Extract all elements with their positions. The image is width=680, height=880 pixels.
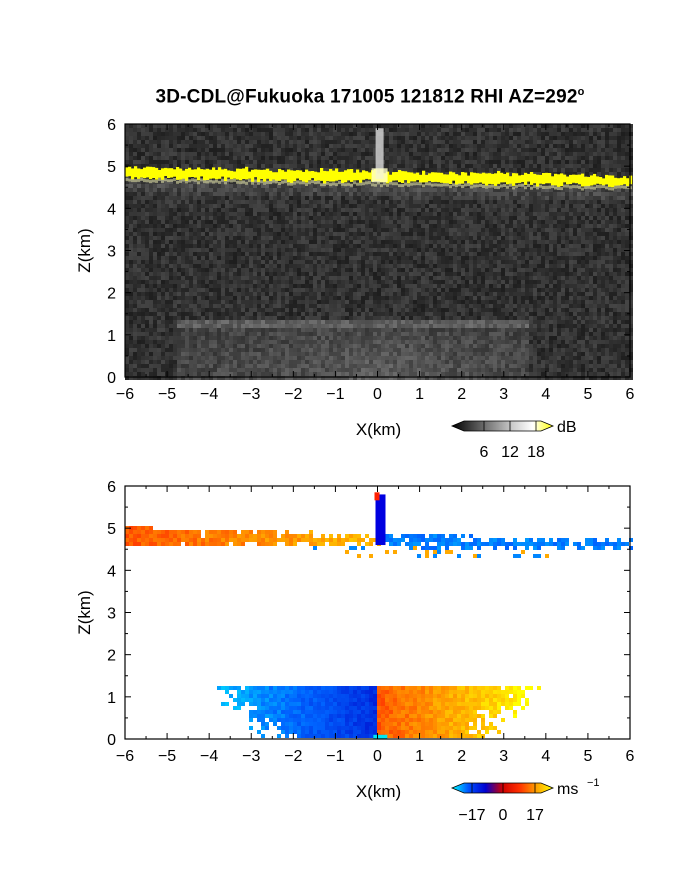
top-xtick-label: −1: [326, 386, 344, 403]
top-bright-layer: [125, 166, 633, 191]
top-xtick-label: −2: [284, 386, 302, 403]
bottom-spike-tip: [374, 492, 380, 501]
bottom-xtick-label: −4: [200, 748, 218, 765]
top-ytick-label: 1: [107, 328, 116, 345]
bottom-xtick-label: 3: [499, 748, 508, 765]
bottom-xtick-label: −5: [158, 748, 176, 765]
top-ytick-label: 4: [107, 201, 116, 218]
bottom-xtick-label: −3: [242, 748, 260, 765]
top-xtick-label: 6: [626, 386, 635, 403]
bottom-ytick-label: 0: [107, 732, 116, 749]
bottom-xtick-label: −2: [284, 748, 302, 765]
top-ylabel: Z(km): [75, 228, 94, 272]
top-ytick-label: 0: [107, 370, 116, 387]
top-xtick-label: −4: [200, 386, 218, 403]
top-xtick-label: 2: [457, 386, 466, 403]
bottom-ytick-label: 4: [107, 563, 116, 580]
bottom-xtick-label: −6: [116, 748, 134, 765]
bottom-surface-cyan: [373, 734, 388, 739]
bottom-xtick-label: 5: [583, 748, 592, 765]
bottom-ytick-label: 1: [107, 690, 116, 707]
top-xtick-label: 1: [415, 386, 424, 403]
bottom-frame: [124, 485, 631, 740]
bottom-colorbar-tick-label: 0: [499, 807, 508, 824]
bottom-colorbar-unit: ms: [557, 781, 578, 798]
bottom-xtick-label: 0: [373, 748, 382, 765]
bottom-xtick-label: 1: [415, 748, 424, 765]
top-ytick-label: 2: [107, 286, 116, 303]
top-xlabel: X(km): [356, 420, 401, 439]
bottom-colorbar-tick-label: −17: [458, 807, 485, 824]
top-xtick-label: 5: [583, 386, 592, 403]
top-spike-core: [371, 168, 388, 183]
top-frame: [124, 123, 631, 378]
top-xtick-label: 0: [373, 386, 382, 403]
bottom-spike: [375, 494, 386, 546]
bottom-ytick-label: 5: [107, 521, 116, 538]
top-background: [125, 124, 630, 377]
chart-title: 3D-CDL@Fukuoka 171005 121812 RHI AZ=292o: [155, 86, 585, 108]
bottom-ylabel: Z(km): [75, 590, 94, 634]
bottom-xtick-label: 2: [457, 748, 466, 765]
top-xtick-label: 4: [541, 386, 550, 403]
bottom-colorbar-tick-label: 17: [526, 807, 544, 824]
top-ytick-label: 3: [107, 244, 116, 261]
top-xtick-label: −6: [116, 386, 134, 403]
top-ytick-label: 6: [107, 117, 116, 134]
top-xtick-label: 3: [499, 386, 508, 403]
bottom-colorbar: [450, 782, 555, 794]
top-colorbar-tick-label: 6: [480, 444, 489, 461]
bottom-ytick-label: 6: [107, 479, 116, 496]
top-bright-spike: [375, 128, 384, 179]
top-colorbar-unit: dB: [557, 419, 577, 436]
top-noise-field: [125, 124, 633, 380]
bottom-velocity-field: [125, 526, 633, 738]
bottom-xtick-label: −1: [326, 748, 344, 765]
top-colorbar-tick-label: 18: [527, 444, 545, 461]
bottom-ytick-label: 2: [107, 648, 116, 665]
bottom-xtick-label: 6: [626, 748, 635, 765]
bottom-colorbar-unit-sup: −1: [587, 777, 600, 789]
top-colorbar-tick-label: 12: [501, 444, 519, 461]
bottom-xlabel: X(km): [356, 782, 401, 801]
top-xtick-label: −3: [242, 386, 260, 403]
top-colorbar: [450, 420, 555, 432]
top-xtick-label: −5: [158, 386, 176, 403]
bottom-xtick-label: 4: [541, 748, 550, 765]
top-ytick-label: 5: [107, 159, 116, 176]
bottom-ytick-label: 3: [107, 606, 116, 623]
